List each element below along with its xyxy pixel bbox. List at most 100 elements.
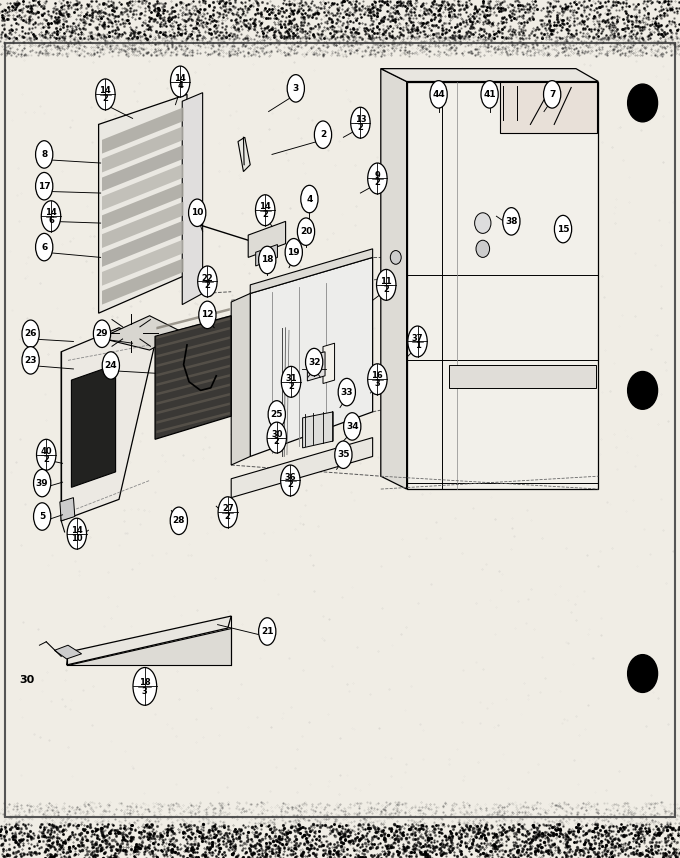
Polygon shape: [500, 82, 597, 133]
Ellipse shape: [37, 439, 56, 470]
Ellipse shape: [41, 201, 61, 232]
Ellipse shape: [33, 503, 51, 530]
Ellipse shape: [305, 348, 323, 376]
Polygon shape: [248, 221, 286, 257]
Polygon shape: [60, 498, 75, 521]
Text: 14: 14: [174, 74, 186, 82]
Polygon shape: [156, 308, 230, 329]
Polygon shape: [250, 257, 373, 456]
Polygon shape: [156, 336, 230, 358]
Polygon shape: [156, 393, 230, 414]
Polygon shape: [99, 94, 187, 313]
Polygon shape: [102, 221, 184, 267]
Polygon shape: [101, 316, 182, 350]
Polygon shape: [102, 126, 184, 172]
Text: 18: 18: [139, 678, 151, 686]
Polygon shape: [102, 107, 184, 154]
Ellipse shape: [408, 326, 427, 357]
Text: 28: 28: [173, 517, 185, 525]
Text: 14: 14: [99, 87, 112, 95]
Polygon shape: [303, 412, 333, 448]
Text: 16: 16: [371, 372, 384, 380]
Polygon shape: [156, 327, 230, 348]
Text: 27: 27: [222, 505, 234, 513]
Polygon shape: [102, 145, 184, 191]
Circle shape: [628, 655, 658, 692]
Text: 30: 30: [20, 674, 35, 685]
Text: 2: 2: [288, 480, 293, 489]
Text: 24: 24: [105, 361, 117, 370]
Text: 25: 25: [271, 410, 283, 419]
Circle shape: [476, 240, 490, 257]
Text: 34: 34: [346, 422, 358, 431]
Ellipse shape: [267, 422, 286, 453]
Text: 18: 18: [261, 256, 273, 264]
Polygon shape: [156, 412, 230, 433]
Text: 22: 22: [201, 274, 214, 282]
Polygon shape: [102, 183, 184, 229]
Ellipse shape: [218, 497, 237, 528]
Ellipse shape: [430, 81, 447, 108]
Ellipse shape: [481, 81, 498, 108]
Ellipse shape: [338, 378, 356, 406]
Text: 26: 26: [24, 329, 37, 338]
Text: 2: 2: [288, 382, 294, 390]
Ellipse shape: [368, 364, 387, 395]
Ellipse shape: [35, 172, 53, 200]
Polygon shape: [407, 82, 598, 489]
Text: 23: 23: [24, 356, 37, 365]
Polygon shape: [102, 239, 184, 286]
Text: 36: 36: [284, 473, 296, 481]
Text: 1: 1: [415, 341, 420, 350]
Ellipse shape: [258, 246, 276, 274]
Polygon shape: [156, 355, 230, 377]
Ellipse shape: [297, 218, 315, 245]
Ellipse shape: [377, 269, 396, 300]
Ellipse shape: [67, 518, 86, 549]
Ellipse shape: [258, 618, 276, 645]
Polygon shape: [155, 316, 231, 439]
Ellipse shape: [343, 413, 361, 440]
Ellipse shape: [543, 81, 561, 108]
Ellipse shape: [22, 347, 39, 374]
Polygon shape: [307, 352, 325, 381]
Polygon shape: [256, 245, 277, 266]
Text: 7: 7: [549, 90, 556, 99]
Text: 5: 5: [39, 512, 46, 521]
Ellipse shape: [281, 465, 300, 496]
Polygon shape: [182, 93, 203, 305]
Polygon shape: [67, 616, 231, 665]
Polygon shape: [323, 343, 335, 384]
Polygon shape: [231, 438, 373, 498]
Text: 41: 41: [483, 90, 496, 99]
Text: 8: 8: [41, 150, 48, 159]
Text: 2: 2: [262, 210, 268, 219]
Ellipse shape: [285, 239, 303, 266]
Polygon shape: [156, 365, 230, 386]
Polygon shape: [102, 164, 184, 210]
Ellipse shape: [188, 199, 206, 227]
Ellipse shape: [282, 366, 301, 397]
Ellipse shape: [335, 441, 352, 468]
Circle shape: [628, 84, 658, 122]
Text: 32: 32: [308, 358, 320, 366]
Polygon shape: [102, 202, 184, 248]
Text: 30: 30: [271, 430, 282, 438]
Text: 21: 21: [261, 627, 273, 636]
Polygon shape: [250, 249, 373, 293]
Text: 2: 2: [320, 130, 326, 139]
Polygon shape: [449, 365, 596, 388]
Circle shape: [390, 251, 401, 264]
Ellipse shape: [554, 215, 572, 243]
Text: 15: 15: [557, 225, 569, 233]
Ellipse shape: [96, 79, 115, 110]
Text: 2: 2: [205, 281, 210, 290]
Ellipse shape: [171, 66, 190, 97]
Polygon shape: [156, 402, 230, 424]
Text: 14: 14: [259, 202, 271, 211]
Text: 44: 44: [432, 90, 445, 99]
Ellipse shape: [503, 208, 520, 235]
Text: 3: 3: [142, 687, 148, 696]
Polygon shape: [231, 293, 250, 465]
Ellipse shape: [314, 121, 332, 148]
